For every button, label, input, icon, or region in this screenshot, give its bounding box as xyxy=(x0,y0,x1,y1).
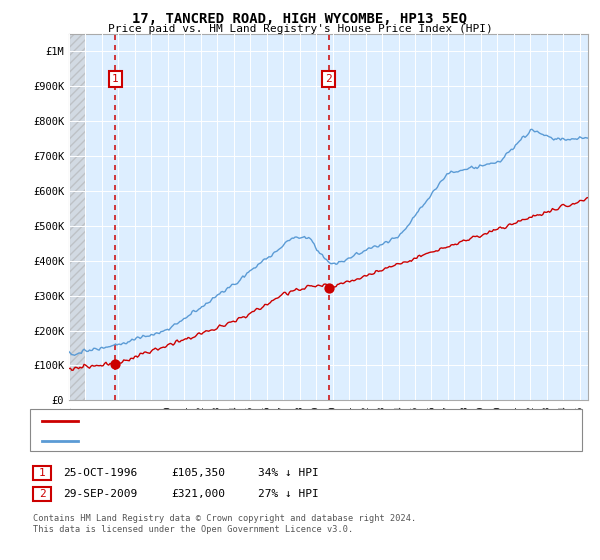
Text: 2: 2 xyxy=(325,74,332,84)
Text: £105,350: £105,350 xyxy=(171,468,225,478)
Text: 1: 1 xyxy=(112,74,119,84)
Text: 29-SEP-2009: 29-SEP-2009 xyxy=(63,489,137,499)
Text: 17, TANCRED ROAD, HIGH WYCOMBE, HP13 5EQ (detached house): 17, TANCRED ROAD, HIGH WYCOMBE, HP13 5EQ… xyxy=(84,416,419,426)
Point xyxy=(110,359,120,368)
Text: HPI: Average price, detached house, Buckinghamshire: HPI: Average price, detached house, Buck… xyxy=(84,436,383,446)
Text: £321,000: £321,000 xyxy=(171,489,225,499)
Text: Price paid vs. HM Land Registry's House Price Index (HPI): Price paid vs. HM Land Registry's House … xyxy=(107,24,493,34)
Text: 17, TANCRED ROAD, HIGH WYCOMBE, HP13 5EQ: 17, TANCRED ROAD, HIGH WYCOMBE, HP13 5EQ xyxy=(133,12,467,26)
Text: 25-OCT-1996: 25-OCT-1996 xyxy=(63,468,137,478)
Point xyxy=(324,284,334,293)
Text: 27% ↓ HPI: 27% ↓ HPI xyxy=(258,489,319,499)
Text: This data is licensed under the Open Government Licence v3.0.: This data is licensed under the Open Gov… xyxy=(33,525,353,534)
Text: Contains HM Land Registry data © Crown copyright and database right 2024.: Contains HM Land Registry data © Crown c… xyxy=(33,514,416,523)
Text: 34% ↓ HPI: 34% ↓ HPI xyxy=(258,468,319,478)
Text: 2: 2 xyxy=(38,489,46,499)
Text: 1: 1 xyxy=(38,468,46,478)
Bar xyxy=(69,34,85,400)
